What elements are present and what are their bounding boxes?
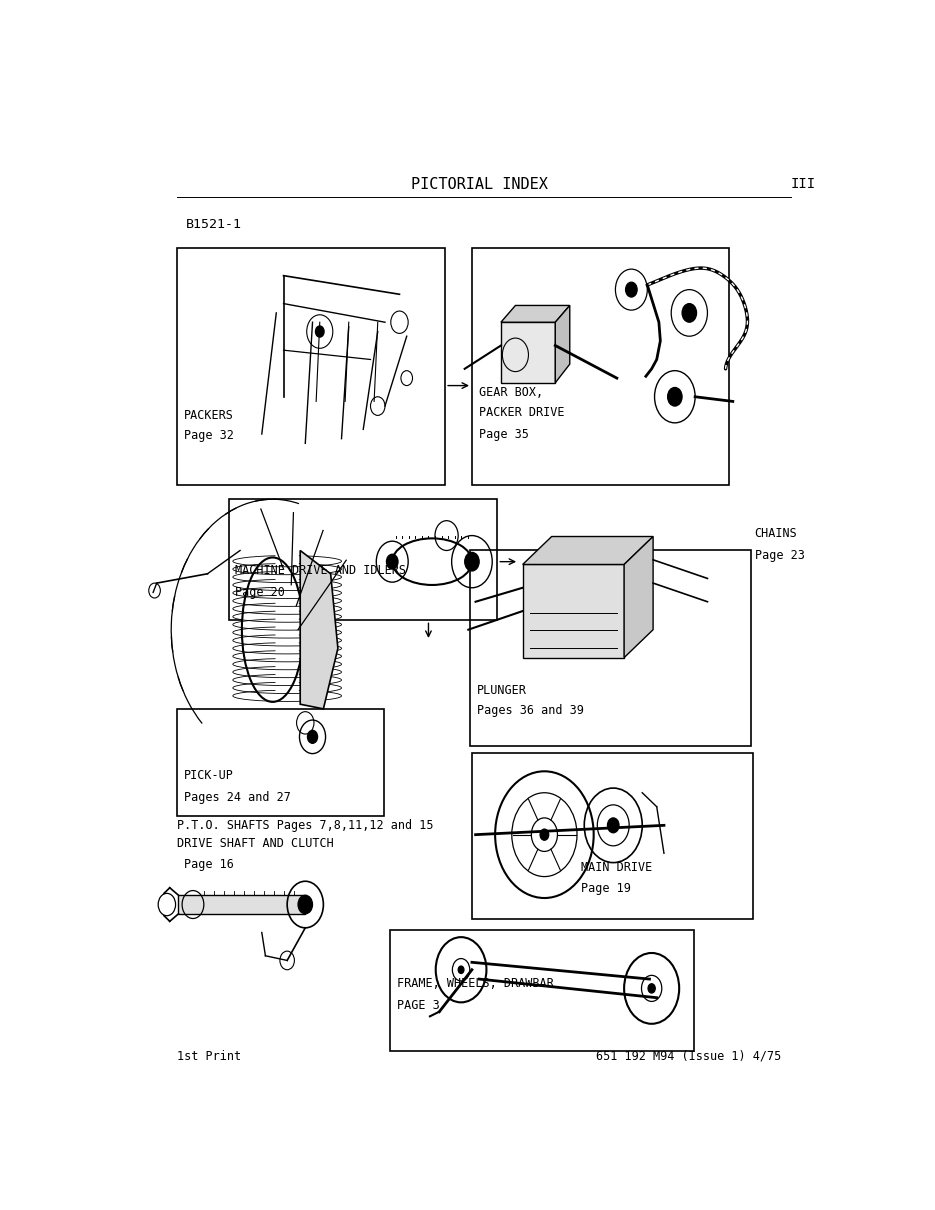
Circle shape bbox=[668, 387, 683, 407]
Text: 651 192 M94 (Issue 1) 4/75: 651 192 M94 (Issue 1) 4/75 bbox=[597, 1050, 782, 1062]
Circle shape bbox=[626, 282, 637, 298]
Polygon shape bbox=[523, 536, 653, 564]
Polygon shape bbox=[523, 564, 625, 658]
Polygon shape bbox=[501, 305, 569, 322]
Circle shape bbox=[308, 731, 318, 743]
Text: PICK-UP: PICK-UP bbox=[184, 770, 234, 783]
Text: Page 19: Page 19 bbox=[581, 882, 630, 895]
Text: PACKER DRIVE: PACKER DRIVE bbox=[480, 407, 565, 419]
Text: GEAR BOX,: GEAR BOX, bbox=[480, 386, 543, 398]
Text: Page 32: Page 32 bbox=[184, 430, 234, 443]
Text: MAIN DRIVE: MAIN DRIVE bbox=[581, 860, 652, 874]
Ellipse shape bbox=[242, 558, 304, 702]
Bar bbox=[177, 248, 445, 485]
Bar bbox=[229, 500, 497, 621]
Text: 1st Print: 1st Print bbox=[177, 1050, 241, 1062]
Circle shape bbox=[608, 818, 619, 832]
Circle shape bbox=[683, 304, 697, 322]
Bar bbox=[177, 709, 383, 816]
Text: CHAINS: CHAINS bbox=[755, 528, 798, 540]
Text: P.T.O. SHAFTS Pages 7,8,11,12 and 15: P.T.O. SHAFTS Pages 7,8,11,12 and 15 bbox=[177, 819, 434, 831]
Bar bbox=[501, 322, 555, 382]
Text: PAGE 3: PAGE 3 bbox=[397, 998, 440, 1012]
Text: Page 23: Page 23 bbox=[755, 548, 804, 561]
Text: B1521-1: B1521-1 bbox=[186, 218, 242, 231]
Circle shape bbox=[315, 325, 324, 338]
Text: DRIVE SHAFT AND CLUTCH: DRIVE SHAFT AND CLUTCH bbox=[177, 837, 334, 851]
Bar bbox=[472, 753, 753, 918]
Polygon shape bbox=[625, 536, 653, 658]
Circle shape bbox=[540, 829, 549, 840]
Text: Page 16: Page 16 bbox=[184, 858, 234, 871]
Bar bbox=[390, 929, 695, 1050]
Circle shape bbox=[458, 966, 464, 974]
Text: Page 35: Page 35 bbox=[480, 427, 529, 440]
Circle shape bbox=[386, 554, 398, 569]
Text: Page 20: Page 20 bbox=[235, 586, 285, 599]
Bar bbox=[179, 895, 306, 914]
Polygon shape bbox=[300, 551, 338, 709]
Text: PICTORIAL INDEX: PICTORIAL INDEX bbox=[410, 177, 548, 192]
Circle shape bbox=[465, 552, 479, 571]
Text: Pages 36 and 39: Pages 36 and 39 bbox=[477, 704, 583, 718]
Text: Pages 24 and 27: Pages 24 and 27 bbox=[184, 791, 291, 803]
Text: PLUNGER: PLUNGER bbox=[477, 684, 527, 697]
Bar bbox=[472, 248, 729, 485]
Text: FRAME, WHEELS, DRAWBAR: FRAME, WHEELS, DRAWBAR bbox=[397, 978, 554, 990]
Polygon shape bbox=[555, 305, 569, 382]
Text: III: III bbox=[791, 178, 816, 191]
Circle shape bbox=[648, 984, 655, 993]
Text: PACKERS: PACKERS bbox=[184, 409, 234, 422]
Text: MACHINE DRIVE AND IDLERS: MACHINE DRIVE AND IDLERS bbox=[235, 565, 406, 577]
Circle shape bbox=[298, 895, 312, 914]
Bar bbox=[469, 551, 751, 747]
